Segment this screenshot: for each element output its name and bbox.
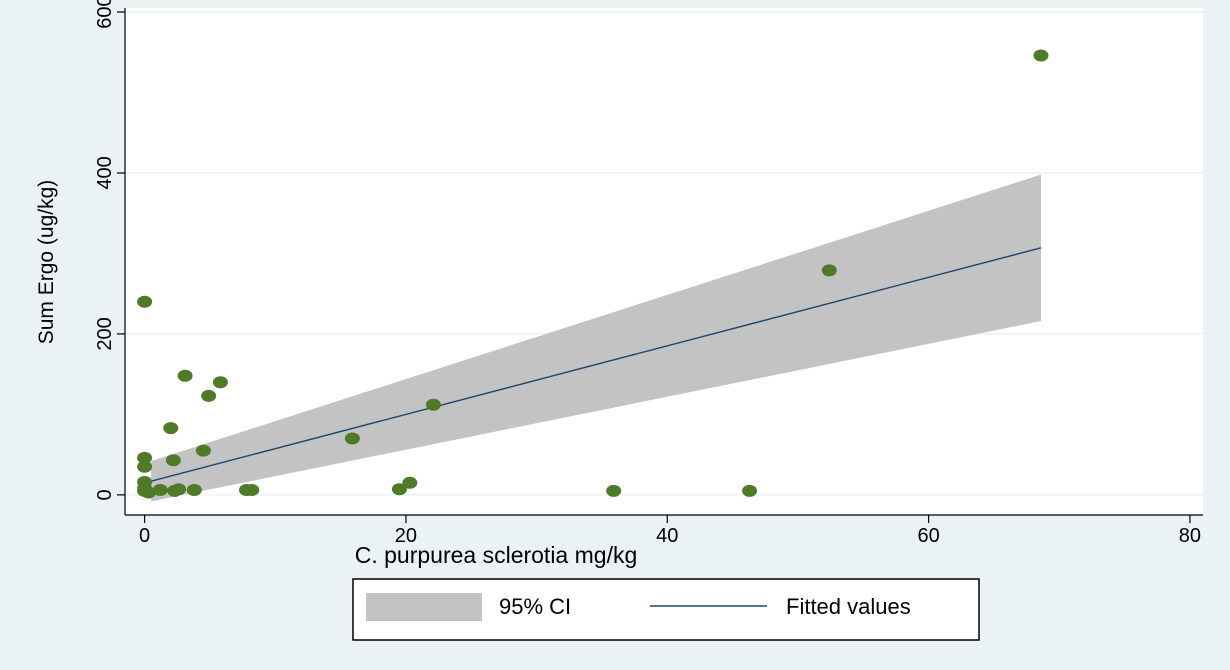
legend-ci-swatch [366,593,482,621]
ci-band [151,174,1041,502]
axes [124,8,1203,516]
x-axis-label: C. purpurea sclerotia mg/kg [355,542,638,568]
x-tick-label: 20 [395,525,417,547]
legend: 95% CI Fitted values [352,578,980,641]
ci-band-group [151,174,1041,502]
y-tick-label: 600 [94,0,116,29]
legend-fit-label: Fitted values [786,594,911,619]
y-tick-label: 200 [94,317,116,350]
scatter-point [344,432,360,445]
fitted-line-group [150,247,1042,482]
scatter-point [177,369,193,382]
x-tick-label: 60 [917,525,939,547]
scatter-point [186,484,202,497]
x-ticks: 0 20 40 60 80 [139,515,1201,547]
scatter-point [742,484,758,497]
gridlines [125,11,1203,496]
scatter-point [195,444,211,457]
scatter-point [212,376,228,389]
x-tick-label: 40 [656,525,678,547]
scatter-point [137,460,153,473]
scatter-point [165,454,181,467]
x-tick-label: 80 [1179,525,1201,547]
scatter-point [137,295,153,308]
scatter-point [163,422,179,435]
scatter-point [402,476,418,489]
fitted-line [150,247,1042,482]
legend-ci-label: 95% CI [499,594,571,619]
scatter-point [821,264,837,277]
scatter-point [1033,49,1049,62]
y-tick-label: 0 [94,489,116,500]
scatter-point [171,483,187,496]
y-axis-label: Sum Ergo (ug/kg) [35,180,58,345]
scatter-point [137,451,153,464]
scatter-point [201,389,217,402]
scatter-points [137,49,1049,499]
scatter-point [244,484,260,497]
scatter-point [391,483,407,496]
scatter-point [141,486,157,499]
y-tick-label: 400 [94,156,116,189]
scatter-point [606,484,622,497]
y-ticks: 0 200 400 600 [94,0,125,500]
scatter-point [152,484,168,497]
x-tick-label: 0 [139,525,150,547]
scatter-point [425,398,441,411]
